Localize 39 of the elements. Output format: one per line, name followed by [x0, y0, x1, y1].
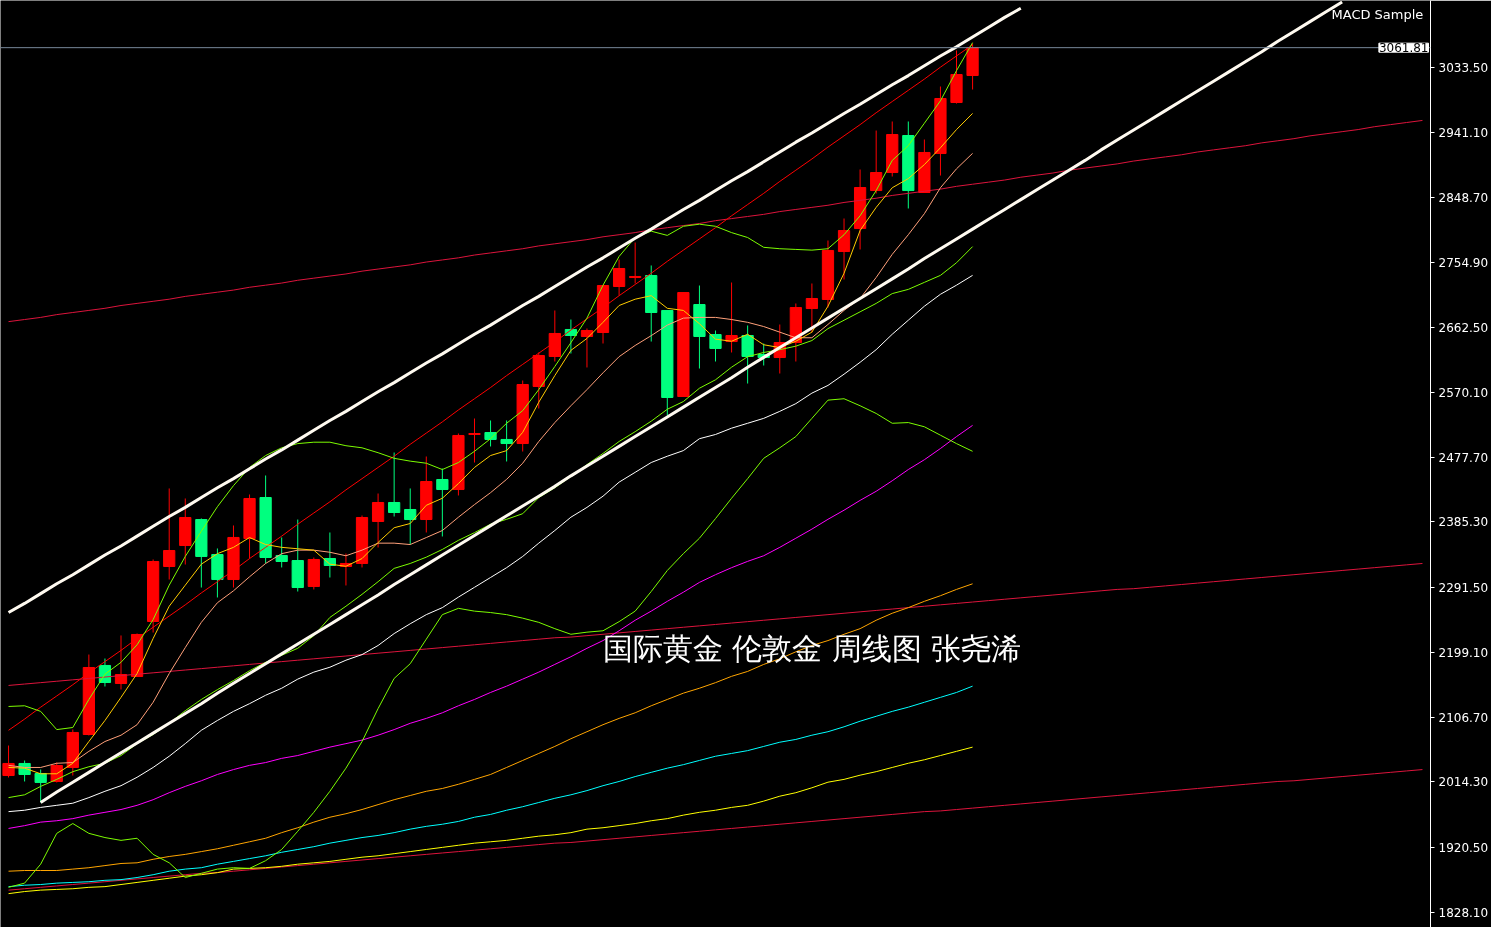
y-tick-label: 2106.70 — [1438, 710, 1489, 725]
y-tick-label: 2477.70 — [1438, 450, 1489, 465]
candlestick — [741, 324, 754, 385]
candlestick — [709, 330, 722, 363]
candlestick — [436, 467, 449, 537]
y-tick-label: 2848.70 — [1438, 190, 1489, 205]
candlestick — [275, 536, 288, 568]
candlestick — [34, 768, 47, 804]
y-tick-label: 2385.30 — [1438, 515, 1489, 530]
candlestick — [371, 493, 385, 548]
y-tick-label: 2941.10 — [1438, 125, 1489, 140]
line-series — [7, 6, 1023, 615]
y-tick-label: 2662.50 — [1438, 321, 1489, 336]
y-tick-label: 2754.90 — [1438, 256, 1489, 271]
y-tick-label: 3033.50 — [1438, 61, 1489, 76]
y-tick-label: 2014.30 — [1438, 775, 1489, 790]
candlestick — [837, 218, 851, 280]
candlestick — [612, 259, 626, 296]
y-tick-label: 2570.10 — [1438, 385, 1489, 400]
y-tick-label: 1828.10 — [1438, 906, 1489, 920]
y-tick-label: 2199.10 — [1438, 645, 1489, 660]
line-series — [8, 769, 1423, 891]
candlestick — [805, 282, 819, 333]
line-series — [8, 746, 974, 895]
candlestick — [548, 309, 561, 363]
candlestick — [500, 419, 513, 462]
candlestick — [629, 241, 642, 284]
candlestick — [2, 745, 15, 778]
candlestick — [388, 452, 401, 517]
candlestick — [870, 130, 883, 194]
candlestick — [163, 487, 176, 581]
ref-line-label: 3061.81 — [1378, 41, 1429, 56]
annotation: MACD Sample — [1331, 6, 1424, 22]
candlestick — [404, 487, 417, 545]
candlestick — [468, 418, 481, 464]
line-series — [8, 562, 1423, 686]
line-series — [8, 119, 1423, 323]
y-tick-label: 1920.50 — [1438, 841, 1489, 856]
y-tick-label: 2291.50 — [1438, 581, 1489, 596]
